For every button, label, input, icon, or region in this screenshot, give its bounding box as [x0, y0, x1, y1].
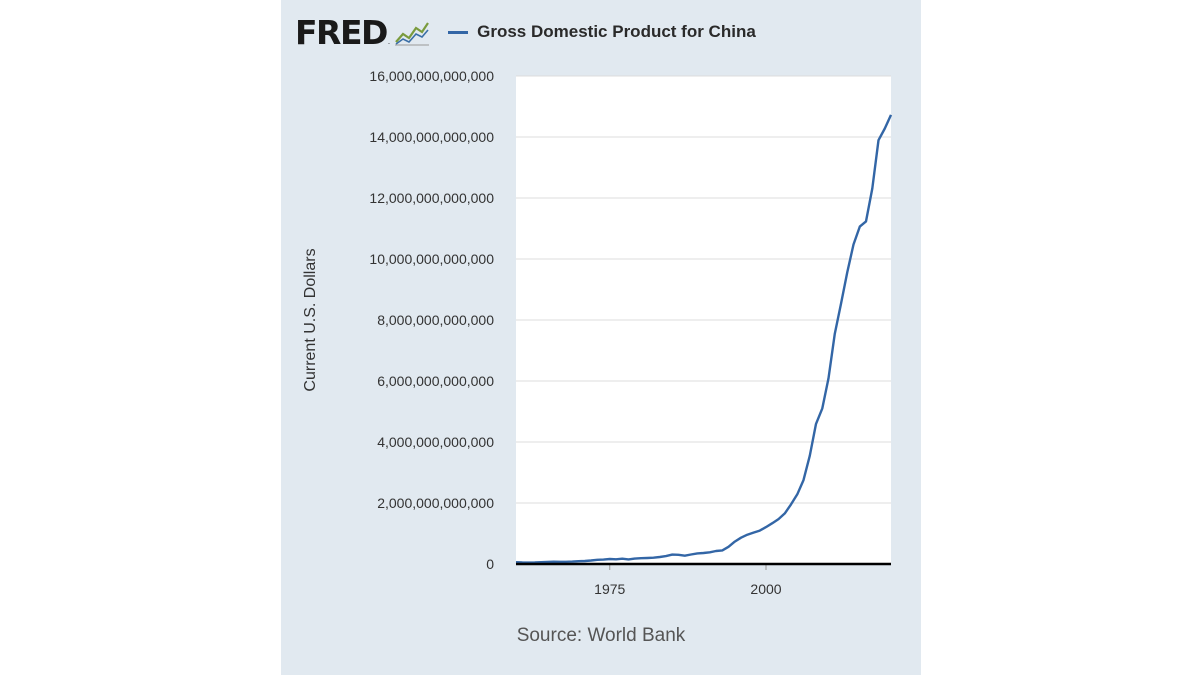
y-tick-label: 14,000,000,000,000: [369, 129, 494, 145]
chart-header: FRED . Gross Domestic Product for China: [295, 12, 756, 52]
series-line: [515, 114, 893, 564]
y-tick-label: 16,000,000,000,000: [369, 68, 494, 84]
fred-graph-icon: [395, 22, 430, 46]
chart-panel: FRED . Gross Domestic Product for China …: [281, 0, 921, 675]
fred-logo[interactable]: FRED: [295, 12, 388, 52]
chart-source: Source: World Bank: [516, 625, 686, 646]
y-tick-label: 6,000,000,000,000: [377, 373, 494, 389]
x-tick-label: 2000: [750, 581, 781, 597]
gdp-line-chart: 0 2,000,000,000,000 4,000,000,000,000 6,000…: [369, 68, 893, 597]
chart-legend: Gross Domestic Product for China: [448, 22, 756, 42]
legend-label: Gross Domestic Product for China: [477, 22, 756, 41]
y-tick-label: 2,000,000,000,000: [377, 495, 494, 511]
y-tick-label: 0: [486, 556, 494, 572]
x-tick-label: 1975: [594, 581, 625, 597]
fred-logo-mark: .: [387, 37, 391, 46]
legend-swatch: [448, 30, 469, 34]
y-tick-label: 4,000,000,000,000: [377, 434, 494, 450]
y-tick-label: 12,000,000,000,000: [369, 190, 494, 206]
y-tick-label: 10,000,000,000,000: [369, 251, 494, 267]
y-tick-label: 8,000,000,000,000: [377, 312, 494, 328]
